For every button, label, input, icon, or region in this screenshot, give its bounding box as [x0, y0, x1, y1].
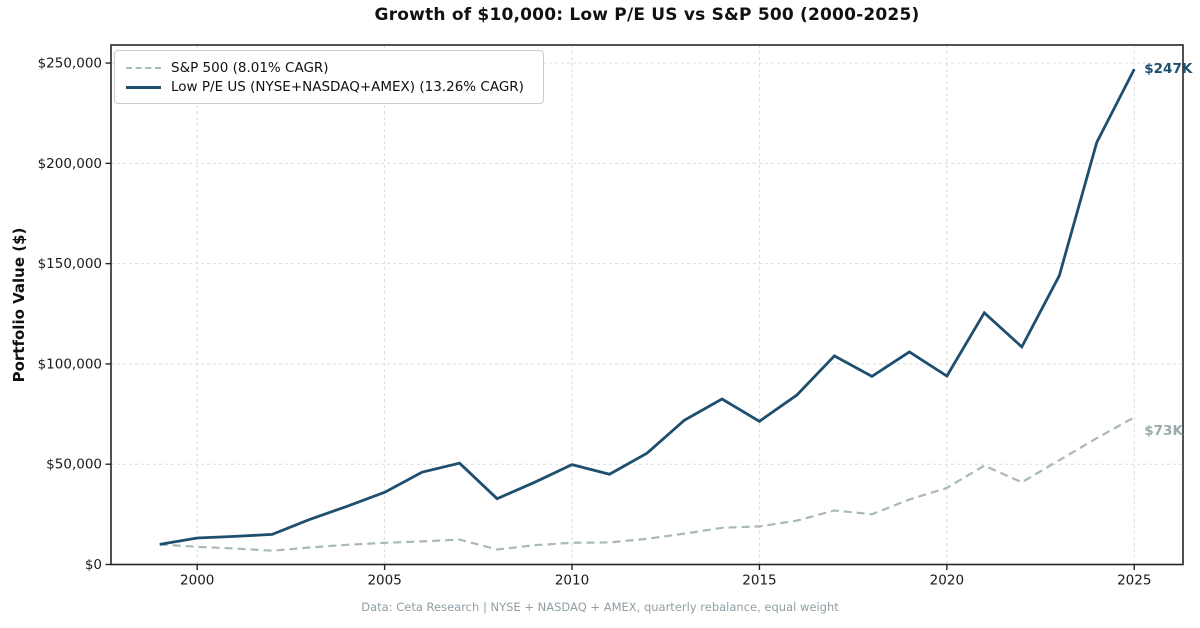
- final-value-label-lowpe: $247K: [1144, 61, 1193, 78]
- x-tick-label: 2005: [367, 573, 401, 589]
- y-tick-label: $100,000: [38, 356, 102, 372]
- y-tick-label: $50,000: [46, 457, 102, 473]
- legend: S&P 500 (8.01% CAGR) Low P/E US (NYSE+NA…: [114, 50, 544, 104]
- dashed-line-sample-icon: [126, 66, 161, 69]
- final-value-label-sp500: $73K: [1144, 423, 1183, 440]
- series-line-sp500: [159, 416, 1135, 552]
- x-tick-label: 2015: [742, 573, 776, 589]
- legend-label-lowpe: Low P/E US (NYSE+NASDAQ+AMEX) (13.26% CA…: [171, 79, 524, 96]
- chart-title: Growth of $10,000: Low P/E US vs S&P 500…: [374, 5, 920, 25]
- series-line-lowpe: [159, 68, 1136, 546]
- y-tick-label: $250,000: [38, 56, 102, 72]
- x-tick-label: 2000: [180, 573, 214, 589]
- solid-line-sample-icon: [126, 85, 161, 89]
- legend-item-lowpe: Low P/E US (NYSE+NASDAQ+AMEX) (13.26% CA…: [126, 78, 533, 98]
- footer-note: Data: Ceta Research | NYSE + NASDAQ + AM…: [361, 600, 839, 614]
- legend-item-sp500: S&P 500 (8.01% CAGR): [126, 58, 533, 78]
- y-tick-label: $200,000: [38, 156, 102, 172]
- y-tick-label: $0: [85, 557, 102, 573]
- plot-border: [110, 44, 1184, 566]
- x-tick-label: 2020: [930, 573, 964, 589]
- x-tick-label: 2010: [555, 573, 589, 589]
- x-tick-label: 2025: [1117, 573, 1151, 589]
- y-tick-label: $150,000: [38, 256, 102, 272]
- legend-label-sp500: S&P 500 (8.01% CAGR): [171, 59, 329, 76]
